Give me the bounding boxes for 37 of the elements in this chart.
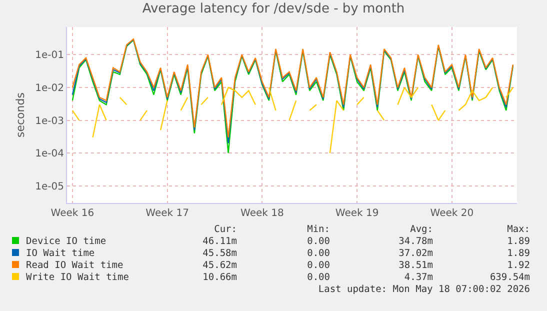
text: 45.62m bbox=[202, 260, 237, 272]
text: Cur: bbox=[213, 224, 237, 236]
x-tick-label: Week 16 bbox=[50, 208, 94, 219]
y-axis-title: seconds bbox=[14, 92, 27, 138]
text: 10.66m bbox=[202, 272, 237, 284]
legend-label: IO Wait time bbox=[26, 248, 95, 259]
text: 1.89 bbox=[506, 236, 530, 248]
text: 38.51m bbox=[398, 260, 433, 272]
y-tick-label: 1e-02 bbox=[35, 83, 64, 94]
text: Min: bbox=[306, 224, 330, 236]
y-tick-label: 1e-01 bbox=[35, 50, 64, 62]
legend-label: Read IO Wait time bbox=[26, 260, 124, 271]
text: 1.89 bbox=[506, 248, 530, 260]
text: 0.00 bbox=[306, 248, 330, 260]
text: Last update: Mon May 18 07:00:02 2026 bbox=[317, 284, 530, 296]
text: 45.58m bbox=[202, 248, 237, 260]
text: 4.37m bbox=[403, 272, 433, 284]
x-tick-label: Week 19 bbox=[335, 208, 379, 219]
text: 46.11m bbox=[202, 236, 237, 248]
text: 0.00 bbox=[306, 272, 330, 284]
text: 37.02m bbox=[398, 248, 433, 260]
text: 0.00 bbox=[306, 236, 330, 248]
y-tick-label: 1e-04 bbox=[35, 148, 64, 160]
x-tick-label: Week 20 bbox=[430, 208, 474, 219]
y-tick-label: 1e-03 bbox=[35, 116, 64, 127]
legend-label: Device IO time bbox=[26, 236, 106, 247]
text: Avg: bbox=[409, 224, 433, 236]
x-tick-label: Week 18 bbox=[240, 208, 284, 219]
y-tick-label: 1e-05 bbox=[35, 181, 64, 192]
chart-title: Average latency for /dev/sde - by month bbox=[142, 1, 405, 16]
text: 1.92 bbox=[506, 260, 530, 272]
legend-label: Write IO Wait time bbox=[26, 272, 129, 283]
text: 34.78m bbox=[398, 236, 433, 248]
text: 639.54m bbox=[488, 272, 530, 284]
text: Max: bbox=[506, 224, 530, 236]
x-tick-label: Week 17 bbox=[146, 208, 189, 219]
text: 0.00 bbox=[306, 260, 330, 272]
